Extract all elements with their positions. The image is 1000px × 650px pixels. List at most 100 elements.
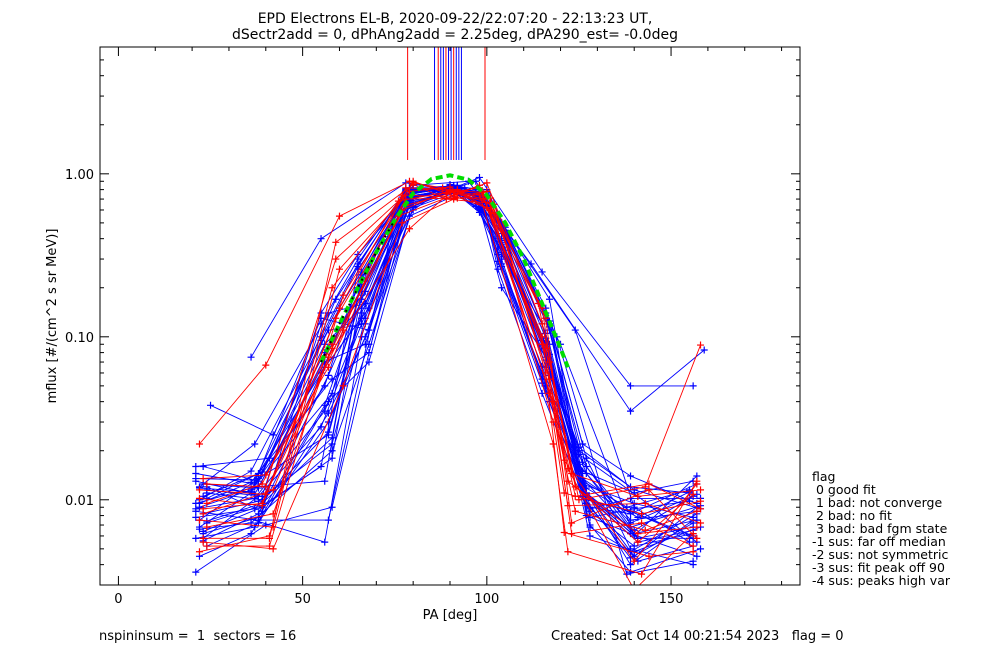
series-29-point-3: [361, 287, 369, 295]
series-36-point-0: [192, 463, 200, 471]
series-33-point-6: [627, 407, 635, 415]
series-10-point-1: [247, 467, 255, 475]
series-34-point-8: [689, 557, 697, 565]
chart-title-line1: EPD Electrons EL-B, 2020-09-22/22:07:20 …: [258, 11, 653, 27]
series-39-point-0: [203, 480, 211, 488]
series-41-point-7: [571, 507, 579, 515]
series-11-point-8: [538, 389, 546, 397]
series-45-point-0: [203, 499, 211, 507]
series-28-point-2: [321, 407, 329, 415]
series-line-12: [195, 187, 690, 494]
series-4-point-0: [199, 463, 207, 471]
plot-frame: [99, 46, 801, 586]
series-37-point-5: [483, 179, 491, 187]
series-44-point-2: [332, 238, 340, 246]
series-42-point-1: [269, 510, 277, 518]
series-46-point-0: [195, 516, 203, 524]
series-48-point-2: [339, 291, 347, 299]
series-11-point-7: [494, 265, 502, 273]
series-31-point-2: [328, 434, 336, 442]
series-50-point-8: [634, 530, 642, 538]
series-line-47: [203, 184, 698, 562]
series-16-point-1: [251, 523, 259, 531]
series-line-6: [206, 186, 694, 501]
series-49-point-7: [571, 492, 579, 500]
series-37-point-7: [575, 496, 583, 504]
fit-curve: [319, 173, 570, 369]
series-28-point-3: [358, 314, 366, 322]
series-39-point-7: [560, 528, 568, 536]
series-line-22: [199, 187, 690, 518]
series-43-point-0: [195, 486, 203, 494]
series-35-point-1: [324, 516, 332, 524]
series-34-point-0: [192, 568, 200, 576]
series-16-point-0: [192, 534, 200, 542]
legend-item-3: 3 bad: bad fgm state: [812, 521, 948, 536]
series-49-point-1: [258, 502, 266, 510]
series-line-50: [203, 190, 697, 535]
series-37-point-9: [697, 341, 705, 349]
series-35-point-0: [254, 516, 262, 524]
series-41-point-9: [693, 507, 701, 515]
series-7-point-8: [545, 295, 553, 303]
series-48-point-0: [203, 542, 211, 550]
plot-area: [192, 47, 708, 585]
footer-right: Created: Sat Oct 14 00:21:54 2023 flag =…: [551, 629, 844, 644]
series-10-point-11: [693, 499, 701, 507]
footer-left: nspininsum = 1 sectors = 16: [99, 629, 296, 644]
series-0-point-7: [498, 284, 506, 292]
series-5-point-10: [627, 568, 635, 576]
series-3-point-2: [321, 477, 329, 485]
series-38-point-3: [398, 219, 406, 227]
series-48-point-8: [638, 519, 646, 527]
series-43-point-8: [638, 510, 646, 518]
series-42-point-9: [689, 530, 697, 538]
series-45-point-8: [634, 538, 642, 546]
series-48-point-9: [689, 542, 697, 550]
series-46-point-2: [335, 265, 343, 273]
series-line-32: [250, 176, 694, 387]
series-27-point-10: [634, 513, 642, 521]
series-49-point-2: [332, 314, 340, 322]
legend-item-1: 1 bad: not converge: [812, 495, 942, 510]
series-49-point-4: [453, 194, 461, 202]
series-44-point-8: [645, 486, 653, 494]
series-42-point-3: [405, 225, 413, 233]
y-tick-label-0: 0.01: [65, 494, 94, 509]
legend-title: flag: [812, 469, 835, 484]
series-25-point-9: [575, 443, 583, 451]
series-28-point-0: [192, 505, 200, 513]
series-29-point-1: [254, 510, 262, 518]
series-50-point-1: [269, 486, 277, 494]
chart-title-line2: dSectr2add = 0, dPhAng2add = 2.25deg, dP…: [232, 27, 678, 43]
y-axis-label: mflux [#/(cm^2 s sr MeV)]: [45, 229, 60, 404]
x-tick-label-2: 100: [474, 592, 499, 607]
x-tick-label-0: 0: [114, 592, 122, 607]
series-48-point-1: [265, 542, 273, 550]
series-32-point-5: [538, 268, 546, 276]
series-39-point-8: [645, 552, 653, 560]
series-49-point-0: [195, 494, 203, 502]
series-32-point-0: [247, 353, 255, 361]
series-line-11: [206, 192, 694, 562]
series-47-point-2: [324, 363, 332, 371]
series-39-point-1: [262, 483, 270, 491]
series-line-49: [199, 197, 701, 510]
series-13-point-9: [586, 532, 594, 540]
series-9-point-2: [328, 454, 336, 462]
series-50-point-7: [564, 477, 572, 485]
series-50-point-5: [479, 188, 487, 196]
series-46-point-9: [697, 519, 705, 527]
series-49-point-8: [645, 480, 653, 488]
axes: 0 50 100 150 0.01 0.10 1.00: [65, 46, 801, 607]
x-axis-label: PA [deg]: [423, 608, 478, 623]
series-16-point-3: [361, 333, 369, 341]
series-46-point-8: [641, 499, 649, 507]
legend-item-6: -3 sus: fit peak off 90: [812, 560, 945, 575]
series-0-point-2: [321, 538, 329, 546]
series-line-41: [203, 187, 697, 531]
series-40-point-8: [634, 492, 642, 500]
series-1-point-1: [251, 440, 259, 448]
series-37-point-0: [195, 440, 203, 448]
